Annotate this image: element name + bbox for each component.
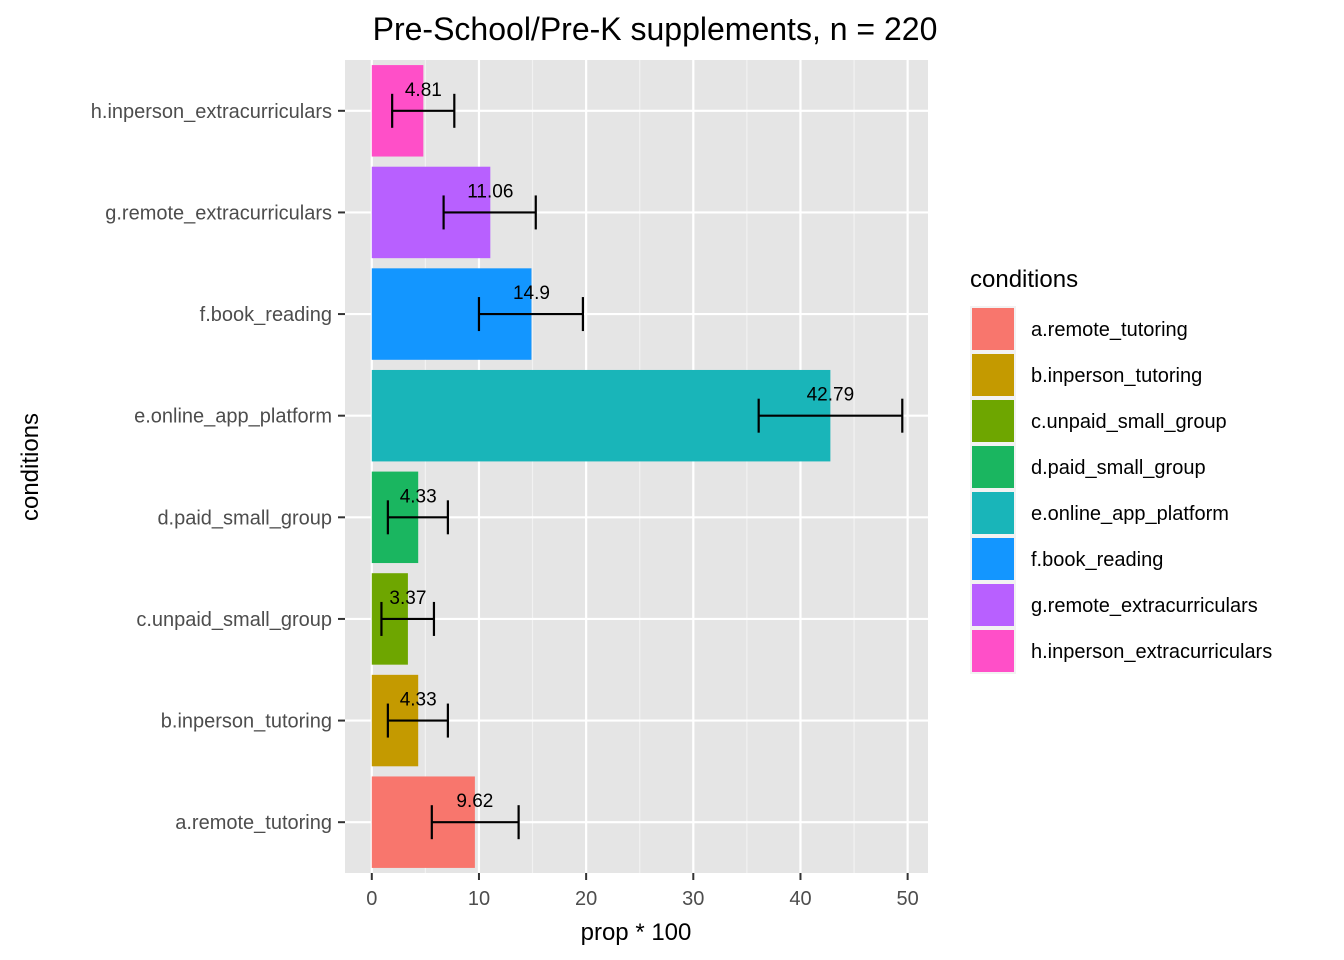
legend-swatch — [972, 584, 1014, 626]
y-tick-label: f.book_reading — [200, 304, 332, 326]
legend-swatch — [972, 538, 1014, 580]
legend: conditions a.remote_tutoring b.inperson_t… — [970, 266, 1272, 674]
x-axis-title: prop * 100 — [581, 919, 692, 946]
legend-item: e.online_app_platform — [970, 490, 1229, 536]
x-tick-label: 0 — [366, 888, 377, 910]
bar — [371, 369, 831, 462]
y-axis-title: conditions — [17, 413, 44, 521]
legend-swatch — [972, 308, 1014, 350]
y-tick-label: b.inperson_tutoring — [161, 711, 332, 733]
legend-title: conditions — [970, 266, 1078, 293]
x-axis: 0 10 20 30 40 50 — [366, 873, 919, 910]
error-bars — [380, 93, 904, 840]
data-label: 42.79 — [807, 385, 855, 406]
y-tick-label: d.paid_small_group — [157, 507, 332, 529]
legend-label: g.remote_extracurriculars — [1031, 595, 1258, 617]
legend-item: a.remote_tutoring — [970, 306, 1188, 352]
chart-title: Pre-School/Pre-K supplements, n = 220 — [373, 11, 938, 47]
y-tick-label: c.unpaid_small_group — [136, 609, 332, 631]
y-tick-label: e.online_app_platform — [134, 406, 332, 428]
legend-item: h.inperson_extracurriculars — [970, 628, 1272, 674]
legend-swatch — [972, 492, 1014, 534]
data-label: 3.37 — [389, 588, 426, 609]
legend-item: c.unpaid_small_group — [970, 398, 1227, 444]
x-tick-label: 40 — [789, 888, 811, 910]
x-tick-label: 20 — [575, 888, 597, 910]
x-tick-label: 10 — [468, 888, 490, 910]
data-label: 4.81 — [405, 80, 442, 101]
legend-swatch — [972, 354, 1014, 396]
data-label: 14.9 — [513, 283, 550, 304]
data-label: 4.33 — [400, 690, 437, 711]
legend-item: f.book_reading — [970, 536, 1163, 582]
legend-item: b.inperson_tutoring — [970, 352, 1202, 398]
x-tick-label: 50 — [897, 888, 919, 910]
legend-label: c.unpaid_small_group — [1031, 411, 1227, 433]
legend-label: a.remote_tutoring — [1031, 319, 1188, 341]
legend-label: d.paid_small_group — [1031, 457, 1206, 479]
legend-swatch — [972, 446, 1014, 488]
data-label: 9.62 — [456, 791, 493, 812]
legend-swatch — [972, 630, 1014, 672]
legend-label: f.book_reading — [1031, 549, 1163, 571]
data-label: 4.33 — [400, 486, 437, 507]
y-tick-label: h.inperson_extracurriculars — [91, 101, 332, 123]
x-tick-label: 30 — [682, 888, 704, 910]
data-labels: 9.62 4.33 3.37 4.33 42.79 14.9 11.06 4.81 — [389, 80, 854, 812]
legend-swatch — [972, 400, 1014, 442]
legend-item: d.paid_small_group — [970, 444, 1206, 490]
legend-label: e.online_app_platform — [1031, 503, 1229, 525]
legend-item: g.remote_extracurriculars — [970, 582, 1258, 628]
grid-lines — [345, 60, 928, 873]
data-label: 11.06 — [467, 181, 513, 202]
legend-label: h.inperson_extracurriculars — [1031, 641, 1272, 663]
y-tick-label: g.remote_extracurriculars — [105, 202, 332, 224]
y-tick-label: a.remote_tutoring — [175, 812, 332, 834]
legend-label: b.inperson_tutoring — [1031, 365, 1202, 387]
y-axis: a.remote_tutoring b.inperson_tutoring c.un… — [91, 101, 345, 834]
